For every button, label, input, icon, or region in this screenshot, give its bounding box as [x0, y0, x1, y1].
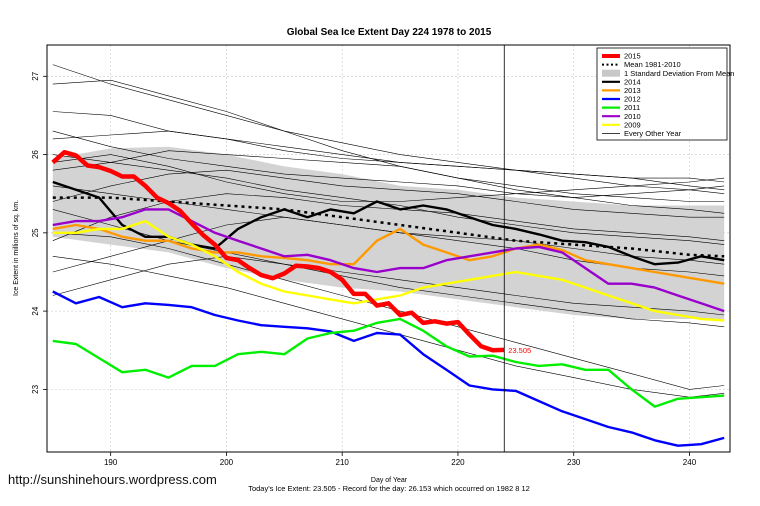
plot-frame — [46, 44, 731, 453]
legend-label-9: Every Other Year — [624, 129, 682, 138]
series-line-2009 — [52, 219, 725, 322]
legend-label-5: 2012 — [624, 95, 641, 104]
legend-label-3: 2014 — [624, 77, 641, 86]
legend-label-0: 2015 — [624, 52, 641, 61]
x-tick-label: 230 — [567, 458, 581, 467]
x-tick-label: 220 — [451, 458, 465, 467]
x-tick-label: 200 — [220, 458, 234, 467]
legend-swatch-band — [602, 69, 620, 77]
other-year-line — [52, 154, 725, 202]
current-day-marker: 23.505 — [503, 45, 531, 452]
other-year-line — [52, 64, 725, 191]
x-axis-label: Day of Year — [371, 477, 408, 484]
series-line-2014 — [52, 180, 725, 266]
x-tick-label: 210 — [336, 458, 350, 467]
mean-1981-2010-line — [52, 196, 725, 258]
other-year-line — [52, 232, 725, 390]
x-tick-label: 240 — [683, 458, 697, 467]
x-tick-label: 190 — [104, 458, 118, 467]
y-axis-ticks: 23 24 25 26 27 — [31, 71, 47, 394]
y-tick-label: 23 — [31, 384, 40, 393]
series-line-2015 — [51, 149, 505, 353]
watermark-url: http://sunshinehours.wordpress.com — [8, 472, 217, 487]
std-dev-band — [52, 146, 725, 319]
series-line-2010 — [52, 208, 725, 313]
x-axis-ticks: 190 200 210 220 230 240 — [104, 452, 697, 467]
other-year-line — [52, 255, 725, 316]
other-year-line — [52, 130, 725, 198]
legend-label-7: 2010 — [624, 112, 641, 121]
series-line-2012 — [52, 290, 725, 447]
y-tick-label: 25 — [31, 228, 40, 237]
std-dev-band-area — [52, 146, 725, 319]
legend-label-4: 2013 — [624, 86, 641, 95]
series-line-2011 — [52, 317, 725, 408]
legend-label-6: 2011 — [624, 103, 640, 112]
y-tick-label: 27 — [31, 71, 40, 80]
y-tick-label: 24 — [31, 306, 40, 315]
chart-title: Global Sea Ice Extent Day 224 1978 to 20… — [287, 27, 492, 38]
last-value-label: 23.505 — [508, 346, 531, 355]
other-year-line — [52, 79, 725, 214]
other-year-line — [52, 154, 725, 245]
mean-line — [52, 196, 725, 258]
y-tick-label: 26 — [31, 150, 40, 159]
footer-note: Today's Ice Extent: 23.505 - Record for … — [248, 484, 530, 493]
series-line-2013 — [52, 223, 725, 285]
series-lines — [51, 149, 725, 447]
other-year-line — [52, 169, 725, 218]
y-axis-label: Ice Extent in millions of sq. km. — [13, 200, 20, 296]
legend-label-1: Mean 1981-2010 — [624, 60, 681, 69]
legend-label-2: 1 Standard Deviation From Mean — [624, 69, 734, 78]
legend-label-8: 2009 — [624, 120, 641, 129]
